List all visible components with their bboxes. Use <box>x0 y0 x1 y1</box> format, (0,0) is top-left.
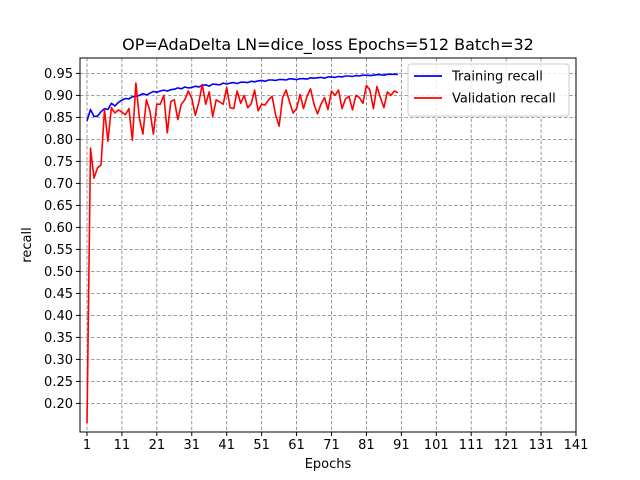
x-tick-label: 51 <box>253 438 270 453</box>
y-tick-label: 0.50 <box>44 265 73 280</box>
y-tick-label: 0.20 <box>44 397 73 412</box>
y-tick-label: 0.25 <box>44 375 73 390</box>
y-tick-label: 0.95 <box>44 67 73 82</box>
x-axis: 1 11 21 31 41 51 61 71 81 91 101 111 121 131 141 <box>83 432 589 453</box>
x-tick-label: 131 <box>529 438 554 453</box>
y-tick-label: 0.60 <box>44 221 73 236</box>
y-tick-label: 0.45 <box>44 287 73 302</box>
y-axis: 0.20 0.25 0.30 0.35 0.40 0.45 0.50 0.55 0.60 0.65… <box>44 67 80 412</box>
x-tick-label: 41 <box>218 438 235 453</box>
y-tick-label: 0.35 <box>44 331 73 346</box>
y-tick-label: 0.40 <box>44 309 73 324</box>
x-tick-label: 21 <box>149 438 166 453</box>
y-tick-label: 0.80 <box>44 133 73 148</box>
x-axis-label: Epochs <box>305 457 352 472</box>
y-tick-label: 0.55 <box>44 243 73 258</box>
series-lines <box>86 73 399 424</box>
y-tick-label: 0.65 <box>44 199 73 214</box>
training-recall-line <box>86 73 398 122</box>
plot-frame <box>79 57 577 433</box>
x-tick-label: 31 <box>184 438 201 453</box>
y-tick-label: 0.75 <box>44 155 73 170</box>
x-tick-label: 141 <box>564 438 589 453</box>
y-tick-label: 0.70 <box>44 177 73 192</box>
y-tick-label: 0.85 <box>44 111 73 126</box>
x-tick-label: 61 <box>288 438 305 453</box>
y-tick-label: 0.90 <box>44 89 73 104</box>
legend: Training recall Validation recall <box>407 63 570 117</box>
legend-validation-label: Validation recall <box>452 92 556 107</box>
x-tick-label: 11 <box>114 438 131 453</box>
x-tick-label: 1 <box>83 438 91 453</box>
chart-title: OP=AdaDelta LN=dice_loss Epochs=512 Batc… <box>122 35 534 55</box>
x-tick-label: 111 <box>459 438 484 453</box>
x-tick-label: 121 <box>494 438 519 453</box>
y-tick-label: 0.30 <box>44 353 73 368</box>
validation-recall-line <box>86 82 399 424</box>
x-tick-label: 101 <box>424 438 449 453</box>
x-tick-label: 81 <box>358 438 375 453</box>
x-tick-label: 71 <box>323 438 340 453</box>
x-tick-label: 91 <box>393 438 410 453</box>
legend-box <box>407 63 570 117</box>
legend-training-label: Training recall <box>451 70 543 85</box>
y-axis-label: recall <box>20 227 35 262</box>
